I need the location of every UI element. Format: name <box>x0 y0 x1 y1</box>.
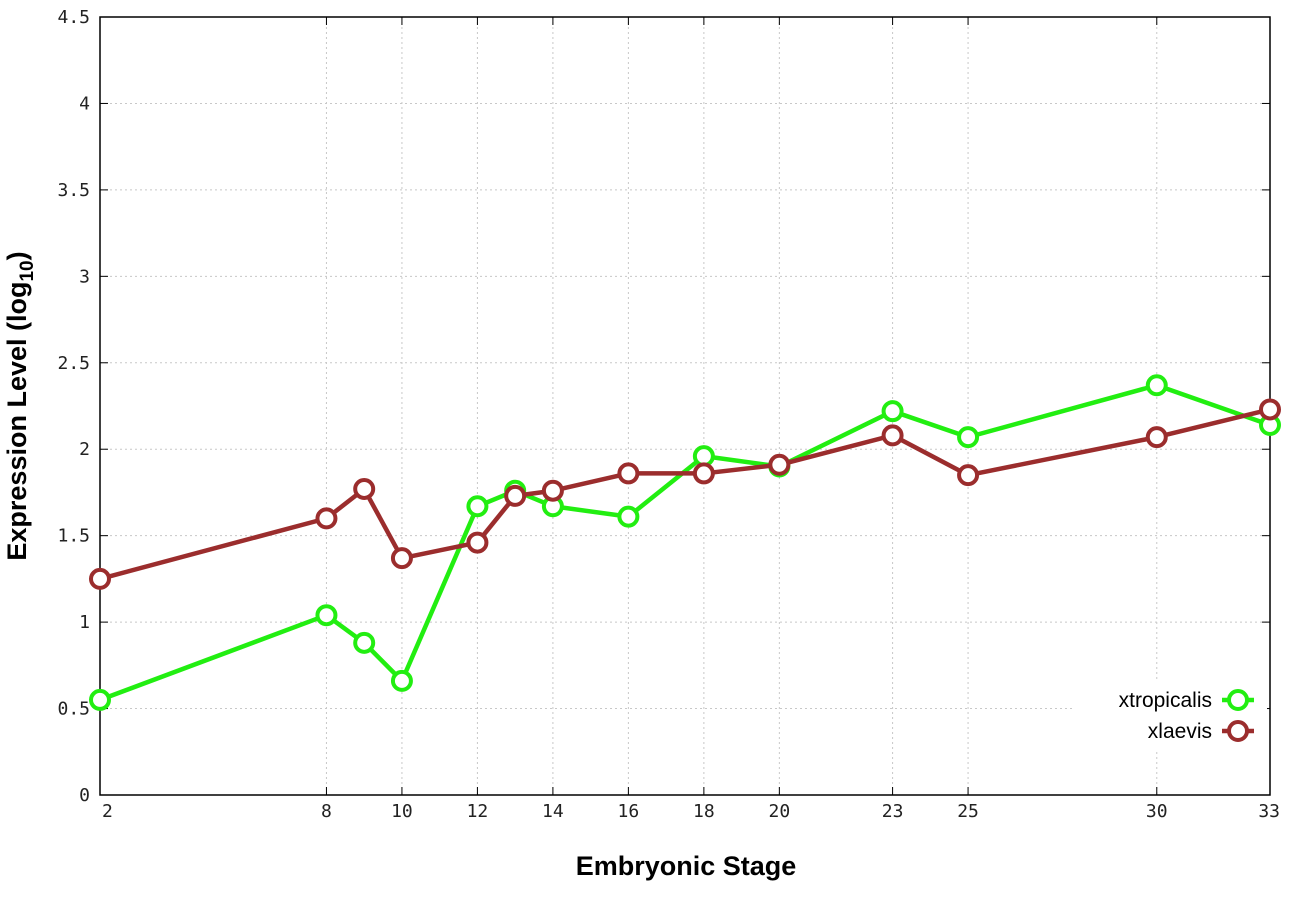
data-point-xtropicalis <box>390 669 413 692</box>
data-point-xlaevis <box>768 453 791 476</box>
data-point-xlaevis <box>957 464 980 487</box>
data-point-xtropicalis <box>315 604 338 627</box>
data-point-xlaevis <box>617 462 640 485</box>
data-point-xlaevis <box>390 547 413 570</box>
y-axis-title-main: Expression Level (log <box>2 282 32 561</box>
y-tick-label: 1.5 <box>57 526 90 547</box>
series-line-xlaevis <box>99 407 1271 582</box>
data-point-xtropicalis <box>1145 374 1168 397</box>
y-tick-label: 1 <box>79 612 90 633</box>
legend-label-xlaevis: xlaevis <box>1148 720 1212 743</box>
y-tick-label: 3.5 <box>57 180 90 201</box>
data-point-xlaevis <box>89 567 111 590</box>
y-tick-label: 4 <box>79 93 90 114</box>
data-point-xtropicalis <box>466 495 489 518</box>
series-group <box>89 374 1281 711</box>
x-tick-label: 12 <box>467 801 489 822</box>
x-tick-label: 16 <box>618 801 640 822</box>
data-point-xtropicalis <box>353 631 376 654</box>
y-tick-label: 4.5 <box>57 7 90 28</box>
legend-marker-xlaevis <box>1227 720 1249 742</box>
data-point-xtropicalis <box>881 400 904 423</box>
x-tick-label: 30 <box>1146 801 1168 822</box>
x-tick-label: 14 <box>542 801 564 822</box>
data-point-xlaevis <box>315 507 338 530</box>
data-point-xtropicalis <box>89 688 111 711</box>
data-point-xtropicalis <box>617 505 640 528</box>
y-tick-label: 2.5 <box>57 353 90 374</box>
data-point-xlaevis <box>504 484 527 507</box>
legend-label-xtropicalis: xtropicalis <box>1119 689 1212 712</box>
x-tick-label: 33 <box>1258 801 1280 822</box>
y-axis-title-subscript: 10 <box>17 260 38 281</box>
data-point-xlaevis <box>541 479 564 502</box>
data-point-xlaevis <box>1259 398 1281 421</box>
x-axis-title: Embryonic Stage <box>576 851 797 881</box>
x-tick-label: 10 <box>391 801 413 822</box>
data-point-xlaevis <box>1145 426 1168 449</box>
data-point-xlaevis <box>466 531 489 554</box>
y-tick-label: 0.5 <box>57 699 90 720</box>
x-tick-label: 20 <box>769 801 791 822</box>
y-axis-title: Expression Level (log10) <box>2 251 38 560</box>
y-tick-label: 3 <box>79 266 90 287</box>
plot-frame <box>99 16 1271 796</box>
x-tick-label: 23 <box>882 801 904 822</box>
series-line-xtropicalis <box>99 383 1271 703</box>
data-point-xlaevis <box>881 424 904 447</box>
x-tick-label: 2 <box>102 801 113 822</box>
x-tick-label: 8 <box>321 801 332 822</box>
x-tick-label: 25 <box>957 801 979 822</box>
x-tick-label: 18 <box>693 801 715 822</box>
data-point-xtropicalis <box>957 426 980 449</box>
grid <box>100 17 1270 795</box>
axis-ticks: 0 0.5 1 1.5 2 2.5 3 3.5 4 4.5 2 8 10 12 14 16 18 20 23 25 30… <box>57 7 1280 822</box>
y-tick-label: 2 <box>79 439 90 460</box>
data-point-xlaevis <box>692 462 715 485</box>
legend: xtropicalis xlaevis <box>1072 680 1267 750</box>
y-axis-title-close: ) <box>2 251 32 260</box>
data-point-xlaevis <box>353 477 376 500</box>
legend-marker-xtropicalis <box>1227 689 1249 711</box>
y-tick-label: 0 <box>79 785 90 806</box>
